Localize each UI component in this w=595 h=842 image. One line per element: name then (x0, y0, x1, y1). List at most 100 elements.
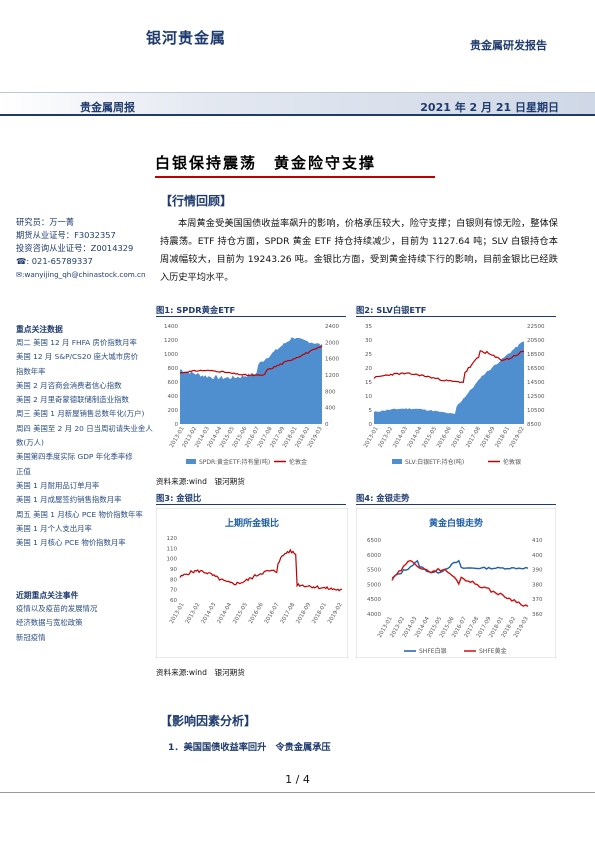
list-item: 美国 1 月个人支出月率 (16, 523, 92, 533)
right-axis-tick-label: 2400 (325, 324, 339, 330)
page-number: 1 / 4 (285, 773, 310, 786)
london-gold-line (179, 345, 323, 377)
legend-swatch-slv (392, 459, 402, 464)
source-note-2: 资料来源:wind 银河期货 (156, 668, 245, 677)
list-item: 美国 12 月 S&P/CS20 座大城市房价 (16, 352, 138, 362)
right-axis-tick-label: 14500 (527, 380, 545, 386)
license-futures: 期货从业证号：F3032357 (16, 230, 116, 240)
y-axis-tick-label: 120 (167, 536, 178, 542)
events-list: 疫情以及疫苗的发展情况 经济数据与宽松政策 新冠疫情 (16, 602, 97, 645)
gold-silver-ratio-line (179, 548, 343, 592)
license-advisory: 投资咨询从业证号：Z0014329 (16, 243, 134, 253)
left-axis-tick-label: 6000 (367, 553, 381, 559)
chart-gold-silver-ratio: 上期所金银比 60 70 80 90 100 110 120 2013-01 2013-02 201… (156, 508, 348, 658)
chart-gold-silver-trend-svg: 黄金白银走势 4000 4500 5000 5500 6000 6500 360 370 380 3… (356, 508, 556, 658)
left-axis-tick-label: 6500 (367, 538, 381, 544)
key-data-list: 周二 美国 12 月 FHFA 房价指数月率 美国 12 月 S&P/CS20 … (16, 336, 156, 550)
key-data-heading: 重点关注数据 (16, 325, 63, 334)
right-axis-tick-label: 370 (532, 597, 543, 603)
figure-1-label: 图1: SPDR黄金ETF (156, 305, 236, 315)
figure-3-label: 图3: 金银比 (156, 493, 202, 503)
left-axis-tick-label: 800 (168, 366, 179, 372)
analyst-info: 研究员：万一菁 期货从业证号：F3032357 投资咨询从业证号：Z001432… (16, 216, 146, 281)
list-item: 正值 (16, 466, 31, 476)
report-date: 2021 年 2 月 21 日星期日 (420, 101, 559, 114)
right-axis-tick-label: 22500 (527, 324, 545, 330)
right-axis-tick-label: 10500 (527, 408, 545, 414)
y-axis-tick-label: 100 (167, 557, 178, 563)
header-band (0, 92, 595, 116)
figure-2-rule (356, 316, 556, 317)
right-axis-tick-label: 390 (532, 568, 543, 574)
legend-label-silver: 伦敦银 (503, 458, 521, 466)
left-axis-tick-label: 1000 (164, 352, 178, 358)
left-axis-tick-label: 5500 (367, 568, 381, 574)
factor-1-heading: 1．美国国债收益率回升 令贵金属承压 (168, 742, 331, 753)
left-axis-tick-label: 20 (365, 366, 372, 372)
slv-holdings-area (374, 341, 524, 424)
left-axis-tick-label: 200 (168, 408, 179, 414)
legend-label-gold: 伦敦金 (289, 458, 307, 466)
section-heading-review: 【行情回顾】 (160, 194, 233, 208)
chart-spdr-etf: 0 200 400 600 800 1000 1200 1400 0 400 800 1200 1600… (156, 320, 348, 470)
etf-holdings-area (180, 337, 322, 424)
figure-3-rule (156, 504, 346, 505)
left-axis-tick-label: 400 (168, 394, 179, 400)
email-link[interactable]: ✉:wanyijing_qh@chinastock.com.cn (16, 270, 146, 279)
events-heading: 近期重点关注事件 (16, 591, 79, 600)
right-axis-tick-label: 400 (532, 553, 543, 559)
y-axis-tick-label: 70 (170, 588, 177, 594)
left-axis-tick-label: 10 (365, 394, 372, 400)
list-item: 美国 1 月耐用品订单月率 (16, 480, 100, 490)
right-axis-tick-label: 410 (532, 538, 543, 544)
legend-label-silver: SHFE白银 (419, 647, 447, 655)
left-axis-tick-label: 5 (369, 408, 373, 414)
list-item: 经济数据与宽松政策 (16, 618, 83, 628)
right-axis-tick-label: 400 (325, 406, 336, 412)
right-axis-tick-label: 18500 (527, 352, 545, 358)
left-axis-tick-label: 600 (168, 380, 179, 386)
chart-frame (156, 508, 348, 658)
right-axis-tick-label: 8500 (527, 422, 541, 428)
chart-gold-silver-trend: 黄金白银走势 4000 4500 5000 5500 6000 6500 360 370 380 3… (356, 508, 556, 658)
left-axis-tick-label: 25 (365, 352, 372, 358)
list-item: 美国 2 月里奇蒙德联储制造业指数 (16, 395, 129, 405)
left-axis-tick-label: 15 (365, 380, 372, 386)
list-item: 美国第四季度实际 GDP 年化季率修 (16, 452, 133, 462)
brand-name: 银河贵金属 (146, 29, 227, 47)
figure-4-rule (356, 504, 556, 505)
chart-spdr-etf-svg: 0 200 400 600 800 1000 1200 1400 0 400 800 1200 1600… (164, 324, 339, 466)
list-item: 指数年率 (16, 366, 46, 376)
review-paragraph: 本周黄金受美国国债收益率飙升的影响，价格承压较大，险守支撑；白银则有惊无险，整体… (160, 218, 558, 283)
chart-slv-etf: 0 5 10 15 20 25 30 35 8500 10500 12500 14500 16500 18… (356, 320, 556, 470)
left-axis-tick-label: 0 (175, 422, 179, 428)
report-title: 白银保持震荡 黄金险守支撑 (155, 152, 435, 178)
x-axis-date-label: 2019-02 (509, 426, 526, 449)
analyst-name: 研究员：万一菁 (16, 217, 75, 227)
list-item: 新冠疫情 (16, 632, 46, 642)
right-axis-tick-label: 2000 (325, 340, 339, 346)
left-axis-tick-label: 35 (365, 324, 372, 330)
list-item: 美国 1 月成屋签约销售指数月率 (16, 495, 122, 505)
y-axis-tick-label: 90 (170, 567, 177, 573)
y-axis-tick-label: 110 (167, 546, 178, 552)
left-axis-tick-label: 1200 (164, 338, 178, 344)
left-axis-tick-label: 5000 (367, 582, 381, 588)
chart-title: 黄金白银走势 (429, 517, 483, 529)
list-item: 周四 美国至 2 月 20 日当周初请失业金人 (16, 423, 153, 433)
right-axis-tick-label: 800 (325, 389, 336, 395)
phone: ☎: 021-65789337 (16, 256, 93, 266)
left-axis-tick-label: 4500 (367, 597, 381, 603)
right-axis-tick-label: 0 (325, 422, 329, 428)
y-axis-tick-label: 80 (170, 577, 177, 583)
right-axis-tick-label: 380 (532, 582, 543, 588)
legend-label-etf: SPDR:黄金ETF:持有量(吨) (199, 458, 270, 466)
right-axis-tick-label: 16500 (527, 366, 545, 372)
legend-swatch-etf (186, 459, 196, 464)
weekly-label: 贵金属周报 (80, 101, 135, 114)
right-axis-tick-label: 360 (532, 612, 543, 618)
chart-frame (356, 508, 556, 658)
y-axis-tick-label: 60 (170, 598, 177, 604)
right-axis-tick-label: 1200 (325, 373, 339, 379)
